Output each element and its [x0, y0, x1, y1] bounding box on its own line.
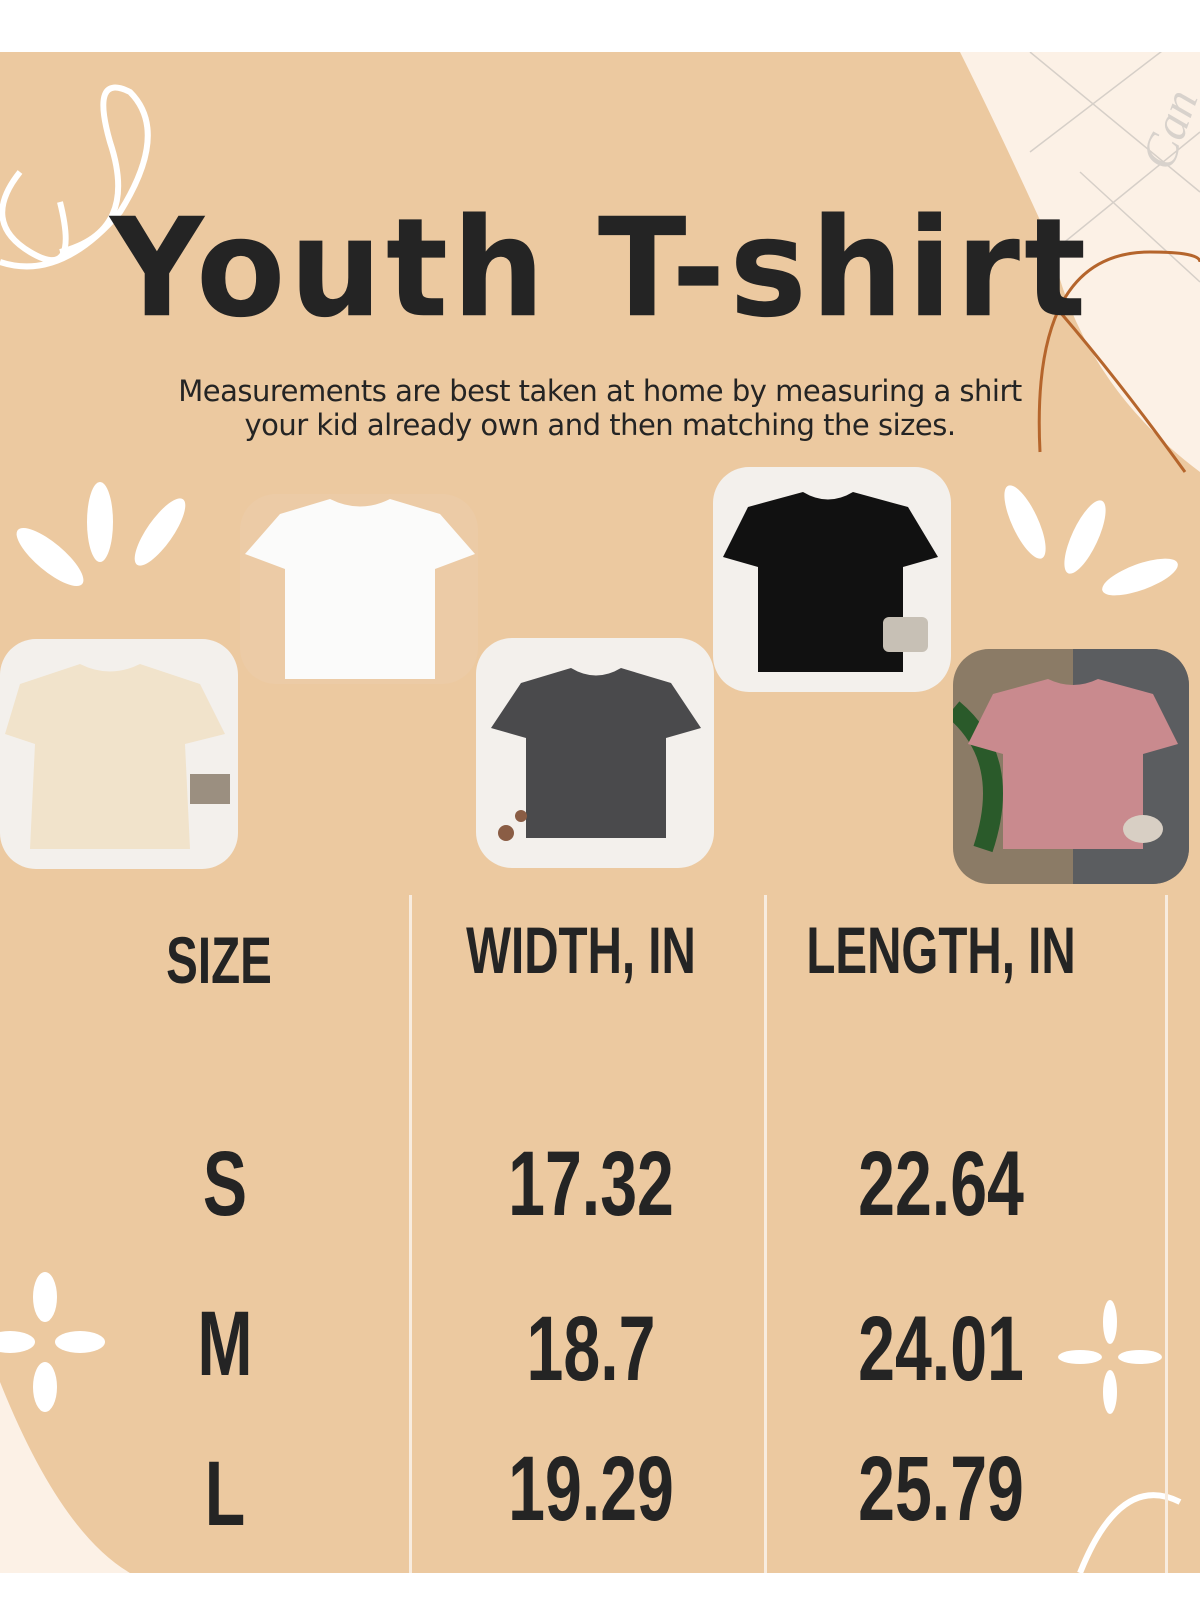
- size-chart-poster: Can Youth T-shirt Measurements are best …: [0, 52, 1200, 1573]
- header-length: LENGTH, IN: [806, 913, 1076, 987]
- photo-charcoal-tshirt: [476, 638, 714, 868]
- header-width: WIDTH, IN: [466, 913, 696, 987]
- column-divider: [1165, 895, 1168, 1573]
- column-divider: [764, 895, 767, 1573]
- row-s-length: 22.64: [858, 1133, 1024, 1235]
- photo-pink-tshirt: [953, 649, 1189, 884]
- column-divider: [409, 895, 412, 1573]
- photo-black-tshirt: [713, 467, 951, 692]
- tshirt-icon: [5, 664, 230, 849]
- row-m-length: 24.01: [858, 1298, 1024, 1400]
- photo-cream-tshirt: [0, 639, 238, 869]
- page-title: Youth T-shirt: [109, 188, 1091, 348]
- photo-white-tshirt: [240, 494, 478, 684]
- row-l-width: 19.29: [508, 1438, 674, 1540]
- row-s-width: 17.32: [508, 1133, 674, 1235]
- row-l-length: 25.79: [858, 1438, 1024, 1540]
- tshirt-icon: [723, 492, 938, 672]
- subtitle-line-2: your kid already own and then matching t…: [244, 408, 956, 442]
- row-m-width: 18.7: [526, 1298, 656, 1400]
- row-m-size: M: [197, 1293, 253, 1395]
- corner-grid-decoration: [0, 52, 1200, 1573]
- tshirt-icon: [953, 649, 1189, 884]
- row-s-size: S: [202, 1133, 248, 1235]
- tshirt-icon: [245, 499, 475, 679]
- header-size: SIZE: [166, 923, 272, 997]
- row-l-size: L: [204, 1443, 246, 1545]
- tshirt-icon: [491, 668, 701, 841]
- subtitle-line-1: Measurements are best taken at home by m…: [178, 374, 1022, 408]
